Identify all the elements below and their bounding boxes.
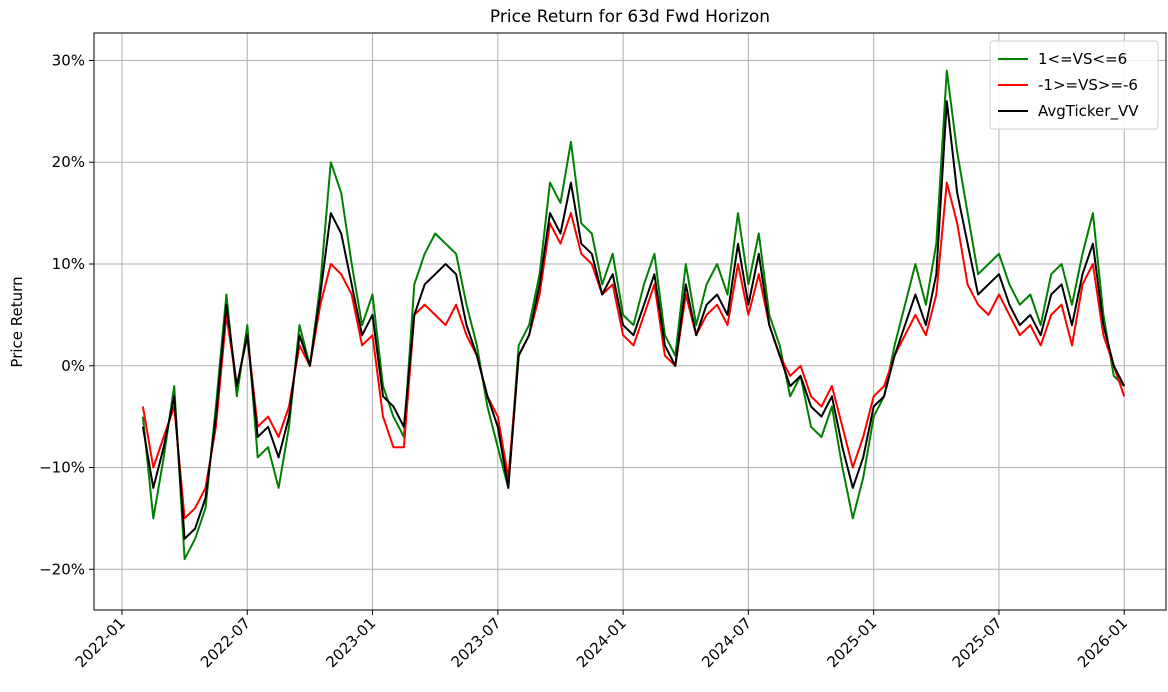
y-tick-label: −20% xyxy=(39,560,85,578)
x-tick-label: 2022-01 xyxy=(72,614,129,671)
series-line xyxy=(141,100,1126,540)
y-tick-label: −10% xyxy=(39,459,85,477)
legend-box xyxy=(989,40,1159,130)
x-tick-label: 2022-07 xyxy=(197,614,254,671)
y-axis-label: Price Return xyxy=(8,276,26,367)
legend-label: -1>=VS>=-6 xyxy=(1038,76,1138,94)
legend-label: 1<=VS<=6 xyxy=(1038,50,1127,68)
x-tick-label: 2024-07 xyxy=(698,614,755,671)
x-tick-label: 2024-01 xyxy=(573,614,630,671)
x-tick-label: 2026-01 xyxy=(1074,614,1131,671)
y-tick-label: 30% xyxy=(52,51,85,69)
y-tick-label: 10% xyxy=(52,255,85,273)
plot-frame xyxy=(93,32,1167,611)
y-tick-label: 20% xyxy=(52,153,85,171)
y-tick-label: 0% xyxy=(61,357,85,375)
chart-title: Price Return for 63d Fwd Horizon xyxy=(490,7,770,27)
x-tick-label: 2023-01 xyxy=(322,614,379,671)
x-tick-label: 2025-07 xyxy=(949,614,1006,671)
x-tick-label: 2025-01 xyxy=(823,614,880,671)
series-line xyxy=(141,181,1126,520)
legend-label: AvgTicker_VV xyxy=(1038,102,1139,121)
series-line xyxy=(141,69,1125,561)
x-tick-label: 2023-07 xyxy=(448,614,505,671)
